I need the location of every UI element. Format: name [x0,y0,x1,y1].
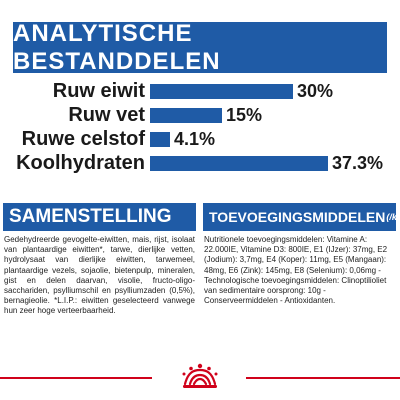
bar [150,156,328,171]
header-band [13,22,387,73]
value-label: 37.3% [332,153,383,173]
composition-heading-label: SAMENSTELLING [9,206,172,227]
value-label: 15% [226,105,262,125]
bar [150,84,293,99]
value-label: 30% [297,81,333,101]
category-label: Koolhydraten [16,152,145,174]
footer-line-left [0,377,152,379]
value-label: 4.1% [174,129,215,149]
additives-text: Nutritionele toevoegingsmiddelen: Vitami… [204,235,388,306]
bar [150,132,170,147]
category-label: Ruw vet [68,104,145,126]
additives-heading-label: TOEVOEGINGSMIDDELEN [209,209,386,225]
royal-canin-crown-logo [182,363,218,388]
page-title: ANALYTISCHE BESTANDDELEN [13,19,221,75]
additives-unit: (/kg) [386,212,396,222]
category-label: Ruw eiwit [53,80,146,102]
footer-line-right [246,377,400,379]
composition-heading: SAMENSTELLING [3,203,196,231]
bar [150,108,222,123]
category-label: Ruwe celstof [22,128,146,150]
composition-text: Gedehydreerde gevogelte-eiwitten, mais, … [4,235,195,316]
analytical-constituents-chart: Ruw eiwit 30% Ruw vet 15% Ruwe celstof 4.1% Ko… [16,80,383,174]
additives-heading: TOEVOEGINGSMIDDELEN(/kg) [203,203,396,231]
